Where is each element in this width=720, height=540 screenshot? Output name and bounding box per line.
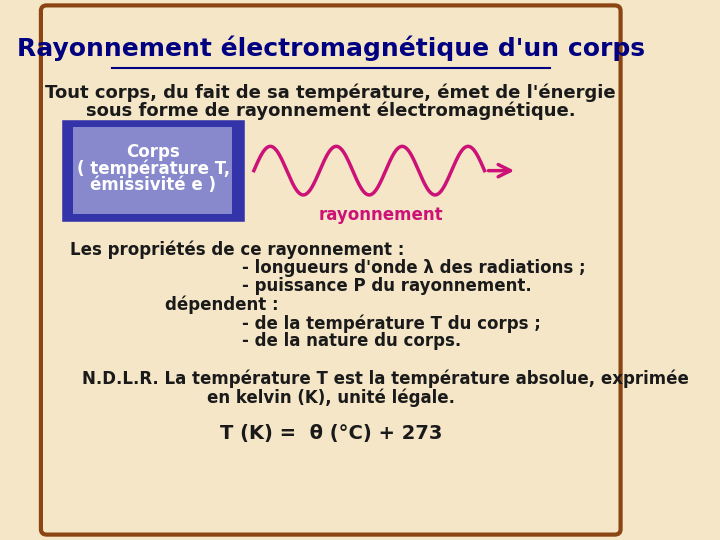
Text: - de la nature du corps.: - de la nature du corps. [242, 332, 462, 350]
Text: dépendent :: dépendent : [165, 295, 279, 314]
FancyBboxPatch shape [41, 5, 621, 535]
Text: sous forme de rayonnement électromagnétique.: sous forme de rayonnement électromagnéti… [86, 102, 575, 120]
Text: - de la température T du corps ;: - de la température T du corps ; [242, 314, 541, 333]
Text: - puissance P du rayonnement.: - puissance P du rayonnement. [242, 277, 532, 295]
Text: en kelvin (K), unité légale.: en kelvin (K), unité légale. [207, 389, 455, 407]
Text: - longueurs d'onde λ des radiations ;: - longueurs d'onde λ des radiations ; [242, 259, 585, 277]
Text: Tout corps, du fait de sa température, émet de l'énergie: Tout corps, du fait de sa température, é… [45, 84, 616, 102]
Text: ( température T,: ( température T, [77, 159, 230, 178]
FancyBboxPatch shape [65, 123, 242, 219]
Text: N.D.L.R. La température T est la température absolue, exprimée: N.D.L.R. La température T est la tempéra… [82, 370, 689, 388]
Text: Rayonnement électromagnétique d'un corps: Rayonnement électromagnétique d'un corps [17, 35, 644, 60]
Text: émissivité e ): émissivité e ) [90, 176, 216, 194]
Text: T (K) =  θ (°C) + 273: T (K) = θ (°C) + 273 [220, 424, 442, 443]
Text: Corps: Corps [127, 143, 180, 161]
Text: Les propriétés de ce rayonnement :: Les propriétés de ce rayonnement : [71, 240, 405, 259]
Text: rayonnement: rayonnement [319, 206, 444, 224]
FancyBboxPatch shape [73, 127, 232, 214]
